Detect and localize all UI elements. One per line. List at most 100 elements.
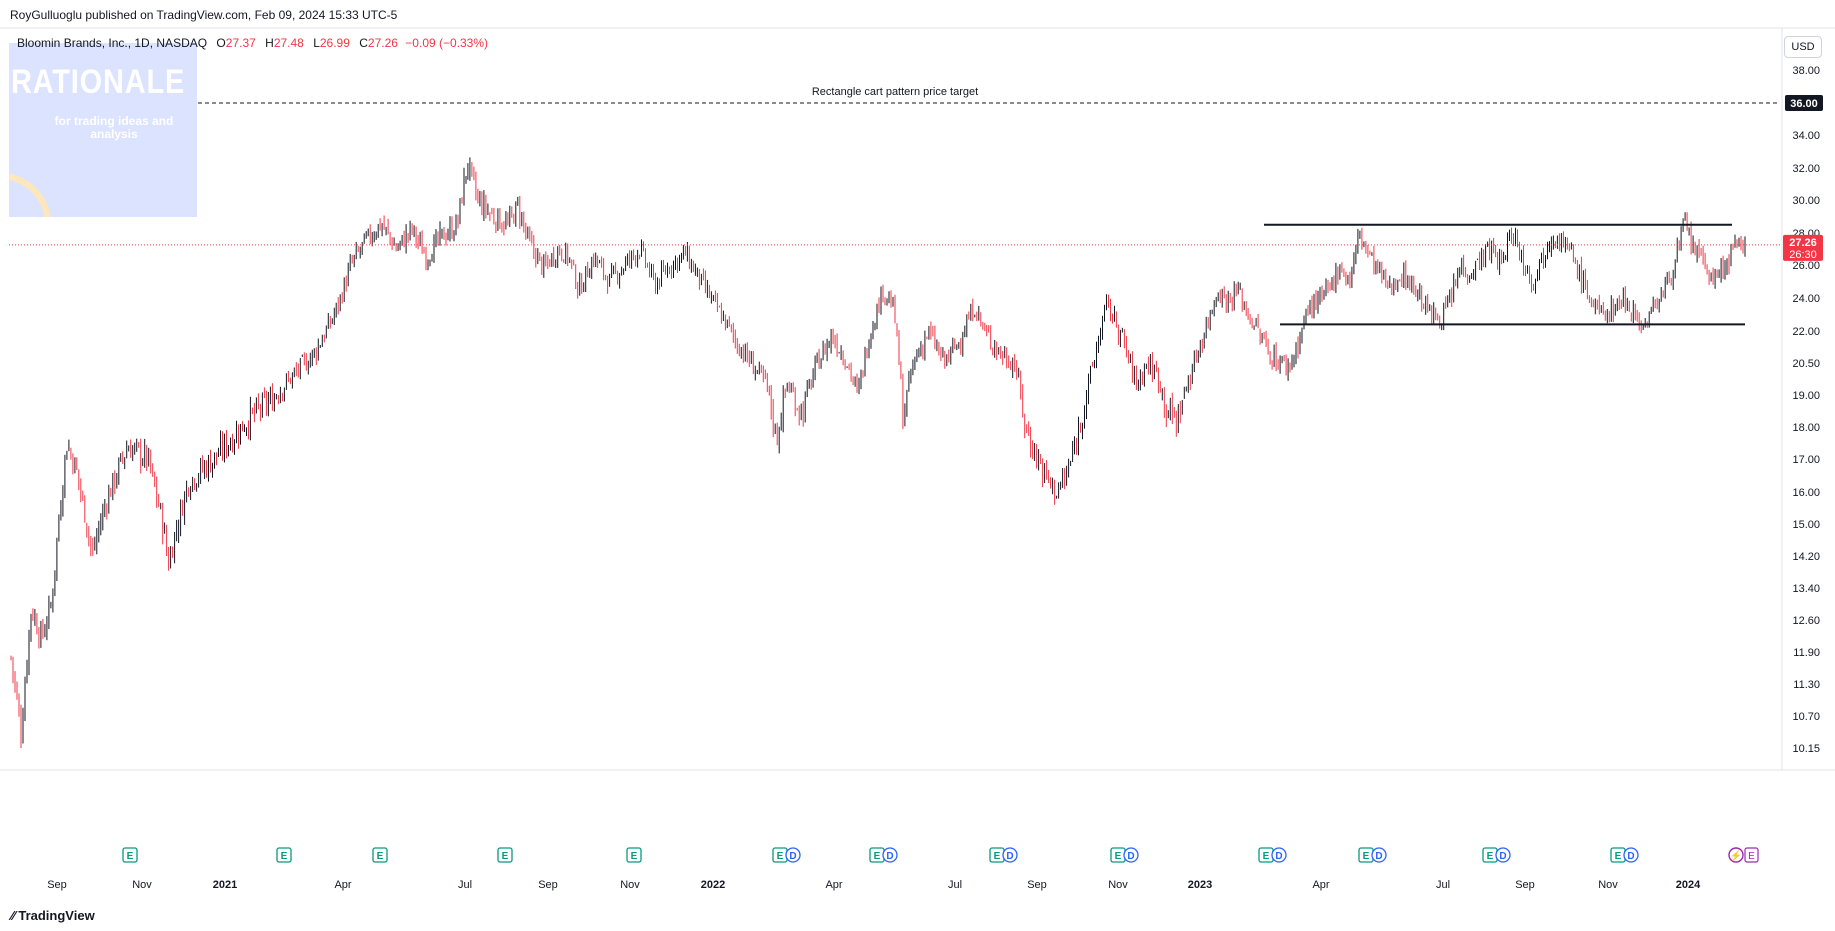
x-axis-tick-label: Apr [1312, 879, 1329, 891]
earnings-label: E [1487, 851, 1494, 862]
header-bar [0, 0, 1835, 30]
x-axis-tick-label: 2024 [1676, 879, 1701, 891]
target-price-label: 36.00 [1790, 98, 1818, 110]
earnings-label: E [874, 851, 881, 862]
watermark-title: RATIONALE [11, 63, 186, 101]
event-marker[interactable]: ⚡ E [1728, 847, 1759, 863]
x-axis-tick-label: Nov [1108, 879, 1128, 891]
currency-button[interactable]: USD [1784, 36, 1822, 58]
dividend-icon [1623, 847, 1639, 863]
open-value: 27.37 [225, 36, 256, 50]
x-axis-tick-label: Nov [620, 879, 640, 891]
x-axis-tick-label: Sep [538, 879, 558, 891]
dividend-icon [1271, 847, 1287, 863]
symbol-name: Bloomin Brands, Inc., 1D, NASDAQ [17, 36, 208, 50]
y-axis-tick-label: 20.50 [1792, 358, 1820, 370]
dividend-label: D [1006, 851, 1013, 862]
earnings-icon [372, 847, 388, 863]
last-price-box [1783, 234, 1823, 261]
y-axis-tick-label: 38.00 [1792, 65, 1820, 77]
dividend-icon [1371, 847, 1387, 863]
y-axis-tick-label: 24.00 [1792, 293, 1820, 305]
y-axis-tick-label: 34.00 [1792, 130, 1820, 142]
earnings-label: E [777, 851, 784, 862]
earnings-label: E [1615, 851, 1622, 862]
dividend-label: D [1127, 851, 1134, 862]
dividend-label: D [1375, 851, 1382, 862]
x-axis-tick-label: Apr [825, 879, 842, 891]
low-label: L [313, 36, 320, 50]
event-marker[interactable]: E [276, 847, 292, 863]
y-axis-tick-label: 16.00 [1792, 487, 1820, 499]
y-axis-tick-label: 13.40 [1792, 583, 1820, 595]
split-icon [1728, 847, 1744, 863]
publisher-text: RoyGulluoglu published on TradingView.co… [10, 8, 398, 22]
last-price-label: 27.26 [1789, 237, 1817, 249]
x-axis-tick-label: Nov [1598, 879, 1618, 891]
event-marker[interactable]: E [122, 847, 138, 863]
symbol-legend: Bloomin Brands, Inc., 1D, NASDAQ O27.37 … [17, 36, 488, 50]
x-axis-tick-label: 2023 [1188, 879, 1212, 891]
x-axis-tick-label: Apr [334, 879, 351, 891]
y-axis-tick-label: 10.15 [1792, 743, 1820, 755]
x-axis-tick-label: Jul [458, 879, 472, 891]
dividend-label: D [1499, 851, 1506, 862]
y-axis-tick-label: 15.00 [1792, 519, 1820, 531]
earnings-icon [276, 847, 292, 863]
earnings-label: E [281, 851, 288, 862]
event-marker[interactable]: E [626, 847, 642, 863]
x-axis-tick-label: Jul [948, 879, 962, 891]
earnings-label: E [377, 851, 384, 862]
y-axis-tick-label: 19.00 [1792, 390, 1820, 402]
countdown-label: 26:30 [1789, 249, 1817, 261]
dividend-label: D [1627, 851, 1634, 862]
dividend-icon [882, 847, 898, 863]
high-label: H [265, 36, 274, 50]
earnings-label: E [1115, 851, 1122, 862]
earnings-label: E [502, 851, 509, 862]
target-price-box [1785, 95, 1823, 111]
tradingview-logo[interactable]: ⁄⁄ TradingView [11, 908, 95, 923]
y-axis-tick-label: 10.70 [1792, 711, 1820, 723]
candles-group [10, 157, 1746, 748]
dividend-icon [1123, 847, 1139, 863]
earnings-upcoming-icon [1744, 847, 1759, 863]
target-annotation-label: Rectangle cart pattern price target [812, 86, 978, 98]
tradingview-icon: ⁄⁄ [11, 908, 16, 923]
y-axis-tick-label: 26.00 [1792, 260, 1820, 272]
dividend-icon [785, 847, 801, 863]
dividend-icon [1002, 847, 1018, 863]
earnings-icon [122, 847, 138, 863]
x-axis-tick-label: Sep [47, 879, 67, 891]
x-axis-tick-label: 2021 [213, 879, 237, 891]
y-axis-tick-label: 11.90 [1793, 647, 1820, 659]
earnings-upcoming-label: E [1748, 851, 1755, 862]
open-label: O [216, 36, 226, 50]
low-value: 26.99 [319, 36, 350, 50]
close-label: C [359, 36, 368, 50]
y-axis-tick-label: 18.00 [1792, 422, 1820, 434]
event-marker[interactable]: E [372, 847, 388, 863]
dividend-label: D [1275, 851, 1282, 862]
tradingview-brand: TradingView [18, 908, 95, 923]
y-axis-tick-label: 11.30 [1793, 679, 1820, 691]
rationale-watermark: RATIONALE for trading ideas and analysis [9, 43, 197, 217]
earnings-icon [497, 847, 513, 863]
y-axis-tick-label: 30.00 [1792, 195, 1820, 207]
earnings-label: E [631, 851, 638, 862]
x-axis-tick-label: Sep [1515, 879, 1535, 891]
event-marker[interactable]: E [497, 847, 513, 863]
x-axis-tick-label: 2022 [701, 879, 725, 891]
x-axis-tick-label: Jul [1436, 879, 1450, 891]
y-axis-tick-label: 14.20 [1792, 551, 1820, 563]
earnings-label: E [1263, 851, 1270, 862]
